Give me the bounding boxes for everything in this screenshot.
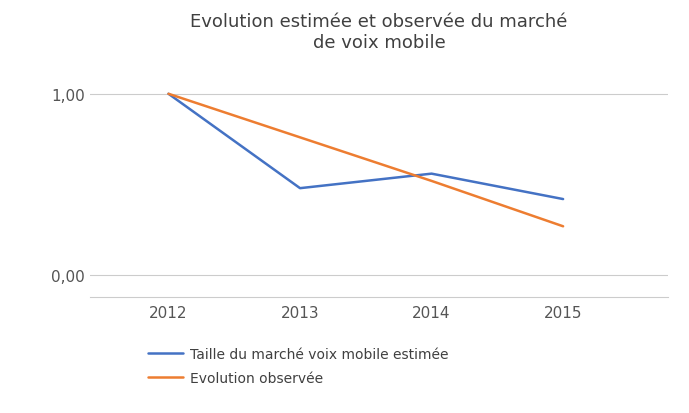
Legend: Taille du marché voix mobile estimée, Evolution observée: Taille du marché voix mobile estimée, Ev…: [143, 342, 454, 391]
Line: Taille du marché voix mobile estimée: Taille du marché voix mobile estimée: [169, 95, 563, 199]
Taille du marché voix mobile estimée: [296, 186, 304, 191]
Title: Evolution estimée et observée du marché
de voix mobile: Evolution estimée et observée du marché …: [190, 13, 568, 52]
Taille du marché voix mobile estimée: [559, 197, 567, 202]
Evolution observée: [559, 224, 567, 229]
Evolution observée: [427, 179, 435, 184]
Taille du marché voix mobile estimée: [427, 172, 435, 177]
Line: Evolution observée: Evolution observée: [169, 95, 563, 227]
Evolution observée: [296, 135, 304, 140]
Taille du marché voix mobile estimée: [165, 92, 173, 97]
Evolution observée: [165, 92, 173, 97]
